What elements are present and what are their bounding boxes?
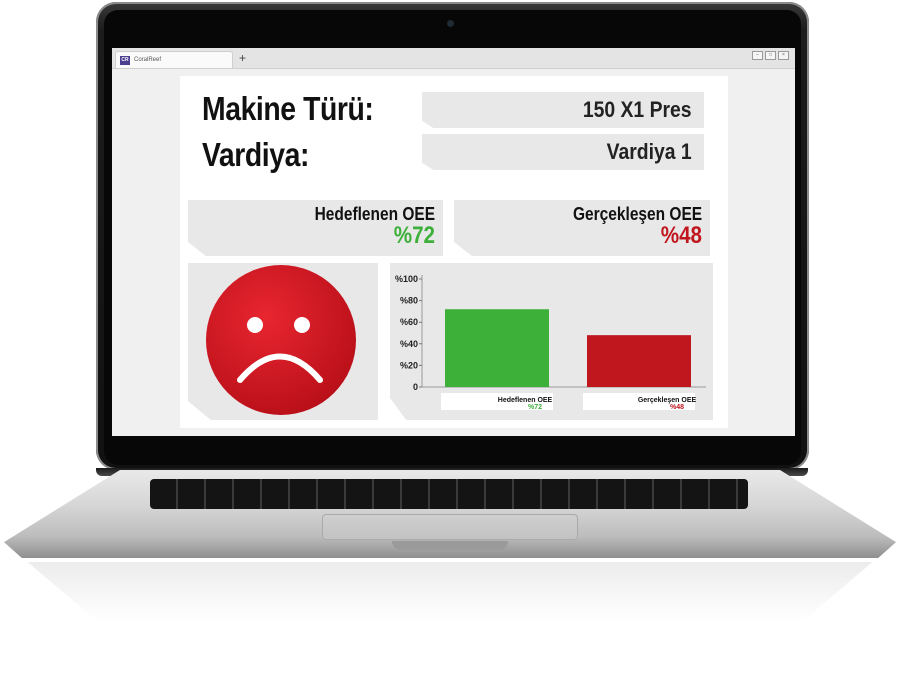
y-tick-label: %80 — [400, 296, 418, 306]
new-tab-button[interactable]: + — [239, 51, 247, 65]
bar-2 — [587, 335, 691, 387]
browser-tab[interactable]: CR CoralReef — [115, 51, 233, 68]
y-tick-label: 0 — [413, 382, 418, 392]
machine-type-label: Makine Türü: — [202, 90, 374, 127]
status-face-box — [188, 263, 378, 420]
actual-oee-value: %48 — [660, 222, 702, 249]
y-tick-label: %100 — [395, 274, 418, 284]
lid-opening-notch — [392, 541, 508, 550]
shift-box: Vardiya 1 — [422, 134, 704, 170]
tab-title: CoralReef — [134, 57, 162, 63]
category-label-box — [583, 393, 695, 410]
oee-dashboard: Makine Türü: 150 X1 Pres Vardiya: Vardiy… — [180, 76, 728, 428]
y-tick-label: %20 — [400, 360, 418, 370]
window-controls: – □ × — [752, 51, 789, 60]
trackpad — [322, 514, 578, 540]
target-oee-box: Hedeflenen OEE %72 — [188, 200, 443, 256]
category-label-box — [441, 393, 553, 410]
machine-type-value: 150 X1 Pres — [583, 97, 692, 122]
target-oee-value: %72 — [393, 222, 435, 249]
minimize-button[interactable]: – — [752, 51, 763, 60]
category-label: Hedeflenen OEE — [498, 397, 553, 404]
webcam — [447, 20, 454, 27]
actual-oee-label: Gerçekleşen OEE — [572, 204, 702, 224]
sad-face-icon — [206, 265, 356, 415]
shift-value: Vardiya 1 — [606, 139, 692, 164]
y-tick-label: %40 — [400, 339, 418, 349]
browser-tab-bar: CR CoralReef + – □ × — [112, 48, 795, 69]
machine-type-box: 150 X1 Pres — [422, 92, 704, 128]
category-label: Gerçekleşen OEE — [638, 397, 697, 404]
actual-oee-box: Gerçekleşen OEE %48 — [454, 200, 710, 256]
keyboard — [150, 479, 748, 509]
bar-1 — [445, 309, 549, 387]
coralreef-logo-icon: CR — [120, 55, 130, 65]
screen: CR CoralReef + – □ × Makine Türü: 150 X1… — [112, 48, 795, 436]
floor-reflection — [27, 562, 873, 622]
close-button[interactable]: × — [778, 51, 789, 60]
oee-chart-box: 0 %20 %40 %60 %80 %100 Hedeflenen OEE %72 Gerçek… — [390, 263, 713, 420]
data-label: %48 — [670, 404, 684, 411]
oee-bar-chart: 0 %20 %40 %60 %80 %100 Hedeflenen OEE%72 Gerçek… — [395, 274, 706, 411]
y-tick-label: %60 — [400, 317, 418, 327]
target-oee-label: Hedeflenen OEE — [314, 204, 435, 224]
data-label: %72 — [528, 404, 542, 411]
shift-label: Vardiya: — [202, 136, 310, 173]
maximize-button[interactable]: □ — [765, 51, 776, 60]
